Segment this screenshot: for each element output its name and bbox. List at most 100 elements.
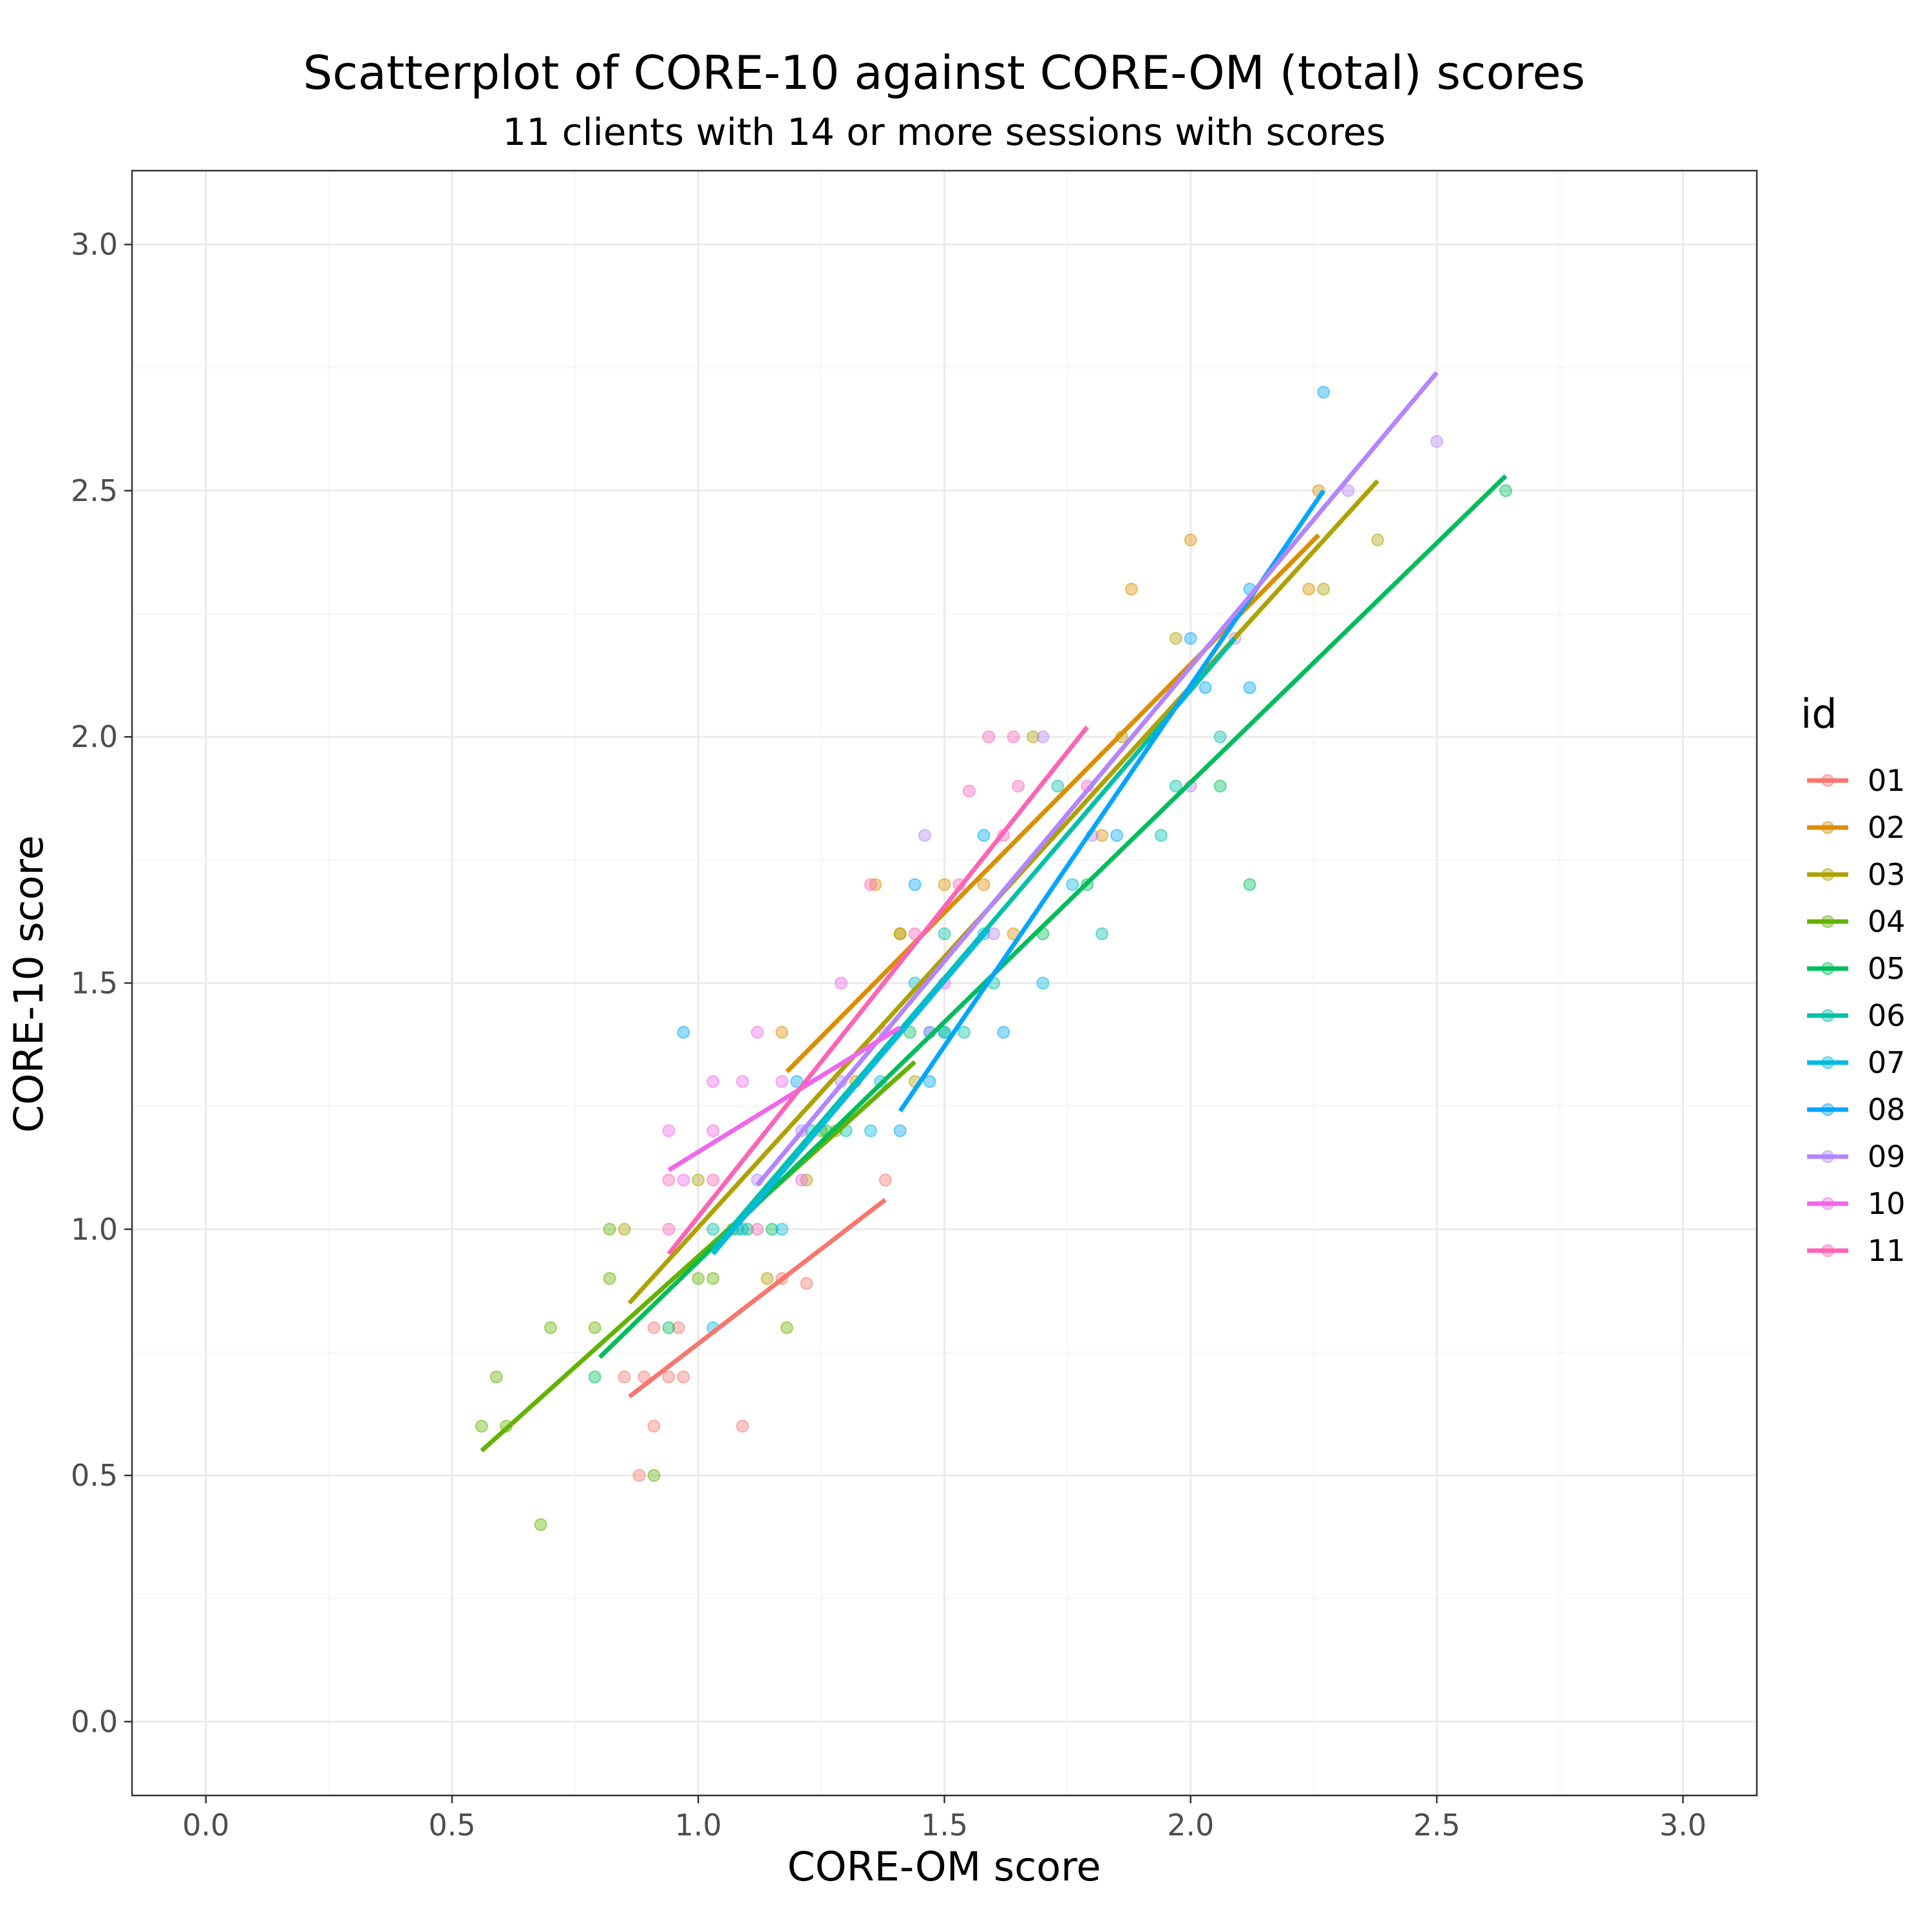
- data-point-09: [1341, 484, 1355, 497]
- legend-key-point-08: [1821, 1103, 1834, 1116]
- data-point-04: [534, 1518, 547, 1531]
- data-point-11: [982, 730, 996, 744]
- x-tick-label: 0.5: [428, 1808, 475, 1842]
- data-point-08: [790, 1075, 804, 1088]
- data-point-11: [662, 1222, 676, 1236]
- data-point-01: [647, 1419, 661, 1433]
- legend-label-09: 09: [1868, 1139, 1906, 1174]
- legend-label-02: 02: [1868, 810, 1906, 845]
- legend-label-11: 11: [1868, 1233, 1906, 1268]
- data-point-03: [800, 1173, 813, 1187]
- data-point-04: [647, 1469, 661, 1482]
- x-tick-label: 1.0: [675, 1808, 722, 1842]
- y-tick-label: 2.5: [71, 473, 118, 508]
- fit-line-01: [628, 1198, 887, 1399]
- data-point-07: [1066, 878, 1079, 891]
- data-point-06: [1154, 829, 1168, 842]
- y-axis-ticks: 0.0 0.5 1.0 1.5 2.0 2.5 3.0: [71, 227, 132, 1739]
- data-point-04: [603, 1222, 616, 1236]
- legend-key-point-01: [1821, 774, 1834, 787]
- data-point-11: [962, 784, 976, 798]
- data-point-05: [588, 1370, 601, 1384]
- y-tick-label: 0.0: [71, 1704, 118, 1739]
- data-point-07: [938, 1025, 951, 1039]
- x-tick-label: 2.0: [1167, 1808, 1214, 1842]
- data-point-10: [706, 1124, 720, 1137]
- data-point-06: [1095, 927, 1109, 941]
- data-point-01: [878, 1173, 892, 1187]
- legend-label-10: 10: [1868, 1186, 1906, 1221]
- data-point-11: [864, 878, 877, 891]
- data-point-07: [775, 1222, 789, 1236]
- y-tick-label: 1.0: [71, 1212, 118, 1247]
- legend-label-06: 06: [1868, 998, 1906, 1033]
- fit-line-07: [711, 927, 990, 1256]
- data-point-09: [987, 927, 1000, 941]
- legend-key-point-06: [1821, 1009, 1834, 1022]
- data-point-03: [1027, 730, 1040, 744]
- data-point-10: [795, 1173, 808, 1187]
- data-point-02: [869, 878, 882, 891]
- data-point-03: [692, 1173, 705, 1187]
- legend-key-point-05: [1821, 962, 1834, 975]
- data-point-02: [1125, 582, 1139, 596]
- data-point-06: [958, 1025, 971, 1039]
- data-point-09: [918, 829, 931, 842]
- data-point-11: [662, 1173, 676, 1187]
- data-point-02: [938, 878, 951, 891]
- x-tick-label: 0.0: [182, 1808, 229, 1842]
- data-point-04: [706, 1272, 720, 1285]
- data-point-08: [923, 1075, 936, 1088]
- data-point-02: [1095, 829, 1109, 842]
- data-point-08: [1243, 681, 1256, 694]
- data-point-09: [1036, 730, 1050, 744]
- fit-line-09: [755, 371, 1439, 1187]
- data-point-04: [489, 1370, 503, 1384]
- legend-title: id: [1801, 690, 1837, 737]
- legend-key-point-07: [1821, 1056, 1834, 1069]
- data-point-08: [893, 1124, 907, 1137]
- fit-line-04: [480, 1060, 916, 1453]
- x-tick-label: 3.0: [1660, 1808, 1707, 1842]
- y-tick-label: 0.5: [71, 1458, 118, 1493]
- data-point-10: [662, 1124, 676, 1137]
- data-point-03: [893, 927, 907, 941]
- data-point-06: [938, 927, 951, 941]
- data-point-05: [741, 1222, 754, 1236]
- legend: 01 02 03 04 05 06 07 08 09 10 11: [1807, 763, 1906, 1268]
- legend-key-point-02: [1821, 821, 1834, 834]
- data-point-06: [1213, 730, 1227, 744]
- data-point-11: [1007, 730, 1020, 744]
- data-point-03: [761, 1272, 774, 1285]
- data-point-03: [1317, 582, 1331, 596]
- data-point-01: [662, 1370, 676, 1384]
- data-point-06: [706, 1222, 720, 1236]
- data-point-05: [1243, 878, 1256, 891]
- data-point-08: [1317, 386, 1331, 399]
- data-point-10: [750, 1025, 764, 1039]
- data-point-05: [765, 1222, 779, 1236]
- data-point-02: [1302, 582, 1316, 596]
- legend-key-point-10: [1821, 1197, 1834, 1210]
- data-point-11: [1012, 779, 1025, 793]
- chart-subtitle: 11 clients with 14 or more sessions with…: [502, 110, 1385, 154]
- y-axis-title: CORE-10 score: [5, 835, 52, 1133]
- data-point-03: [1371, 533, 1385, 547]
- data-point-04: [603, 1272, 616, 1285]
- data-point-08: [997, 1025, 1010, 1039]
- fit-line-11: [667, 725, 1089, 1256]
- data-point-09: [1430, 435, 1444, 448]
- data-point-01: [618, 1370, 631, 1384]
- legend-key-point-09: [1821, 1150, 1834, 1163]
- data-point-04: [588, 1321, 601, 1334]
- legend-label-03: 03: [1868, 857, 1906, 892]
- data-point-10: [775, 1075, 789, 1088]
- legend-label-04: 04: [1868, 904, 1906, 939]
- legend-key-point-04: [1821, 915, 1834, 928]
- data-point-03: [618, 1222, 631, 1236]
- data-point-06: [1051, 779, 1065, 793]
- data-point-10: [736, 1075, 750, 1088]
- data-point-01: [632, 1469, 646, 1482]
